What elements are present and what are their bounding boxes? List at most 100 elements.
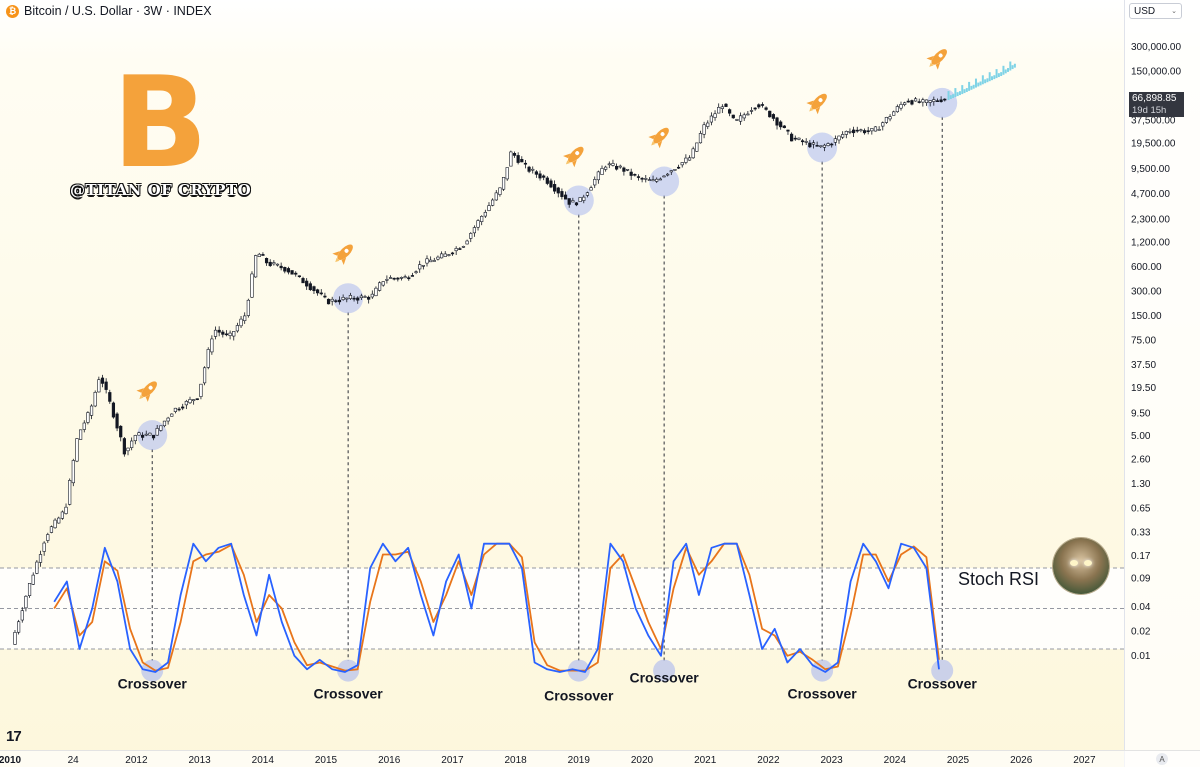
price-axis[interactable] [1124,0,1200,767]
auto-scale-button[interactable]: A [1156,753,1168,765]
candle [655,178,659,182]
candle [385,279,389,281]
candle [549,180,553,188]
candle [720,106,724,109]
candle [257,253,261,257]
candle [330,298,334,302]
candle [319,292,323,295]
candle [888,116,892,120]
candle [450,252,455,255]
candle [917,101,921,103]
candle [195,398,199,400]
candle [243,315,247,321]
candle [487,205,491,211]
candle [698,133,703,144]
candle [921,99,925,103]
candle [447,254,451,256]
candle [906,100,910,103]
candle [367,296,371,300]
candle [126,447,130,452]
candle [669,170,673,173]
projection-bar [954,88,957,98]
candle [381,281,385,286]
candle [542,175,546,178]
candle [38,554,43,563]
projection-bar [977,82,980,87]
candle [928,100,932,103]
candle [924,99,929,103]
time-axis[interactable] [0,750,1200,767]
candle [177,408,181,411]
projection-bar [965,88,968,92]
candle [75,438,79,462]
candle [461,246,466,248]
avatar-eye [1084,560,1092,566]
candle [377,282,382,291]
candle [181,406,185,409]
candle [910,100,914,105]
candle [662,175,666,178]
projection-bar [949,95,952,100]
candle [684,157,688,163]
candle [115,413,119,429]
candle [217,329,221,333]
candle [764,107,768,110]
candle [494,192,498,201]
candle [31,574,35,585]
candle [60,511,64,519]
candle [837,135,841,141]
candle [228,332,232,336]
projection-bar [1009,61,1012,71]
bitcoin-icon: ₿ [6,4,19,18]
projection-bar [981,75,984,85]
candle [640,177,644,180]
projection-bar [970,85,973,90]
candle [301,278,305,284]
candle [359,295,363,298]
candle [793,137,797,140]
candle [202,367,207,384]
candle [768,110,772,118]
candle [272,262,276,265]
candle [480,216,484,222]
candle [873,126,878,132]
candle [275,263,280,266]
chart-header[interactable]: ₿ Bitcoin / U.S. Dollar · 3W · INDEX [6,3,212,19]
candle [560,191,564,197]
candle [629,171,633,176]
candle [396,277,400,280]
candle [574,202,579,206]
candle [826,143,830,146]
candle [268,261,272,266]
projection-bar [1004,69,1007,74]
candle [822,144,827,148]
last-price-value: 66,898.85 [1132,93,1177,104]
candle [604,166,608,170]
candle [483,211,487,217]
candle [246,299,250,316]
candle [625,168,630,171]
candle [841,134,845,138]
candle [512,153,517,156]
avatar-eye [1070,560,1078,566]
candle [728,109,732,114]
candle [454,248,458,252]
tradingview-logo[interactable]: 17 [6,728,22,745]
candle [108,392,112,402]
currency-select[interactable]: USD ⌄ [1129,3,1182,19]
candle [611,163,615,166]
candle [97,379,101,393]
candle [680,162,684,166]
stoch-rsi-k-line [53,542,940,673]
candle [155,428,159,436]
candle [188,399,192,404]
candle [578,197,582,202]
candle [811,142,816,145]
candle [42,542,46,552]
candle [432,260,436,262]
candle [779,121,783,128]
candle [235,325,239,332]
candle [348,295,353,299]
candle [82,422,86,430]
